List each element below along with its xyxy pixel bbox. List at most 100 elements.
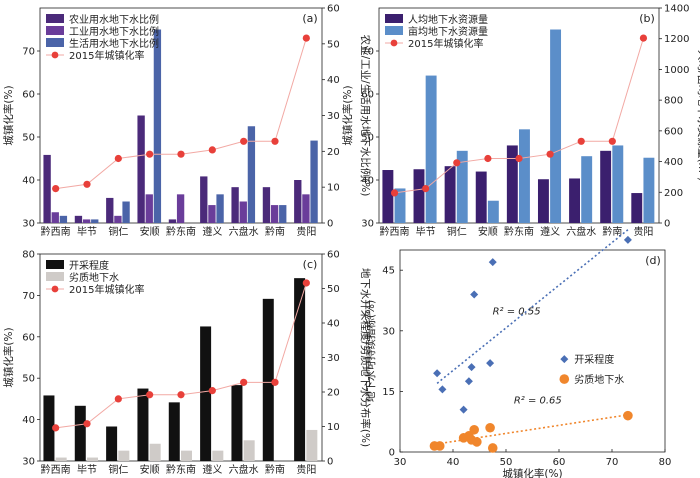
x-tick-label: 70 (606, 457, 619, 468)
y2-tick-label: 60 (327, 250, 340, 261)
x-tick-label: 30 (394, 457, 407, 468)
y-tick-label: 30 (382, 326, 395, 337)
bar (537, 179, 549, 223)
bar (74, 405, 86, 461)
x-category-label: 黔西南 (41, 463, 71, 476)
panel-0: 30 40 50 60 70 0 10 20 30 40 50 60 城镇化率(%) 农业/工业/生活用水… (2, 4, 372, 239)
bar (643, 157, 655, 223)
bar (444, 166, 456, 223)
bar (294, 278, 306, 461)
legend-swatch (385, 14, 403, 23)
scatter-point (467, 363, 476, 372)
y-axis-label: 地下水可持续指标(%) (364, 300, 377, 402)
scatter-point (469, 424, 480, 435)
bar (413, 169, 425, 223)
bar (425, 75, 437, 223)
legend-swatch (559, 374, 570, 384)
bar (262, 298, 274, 461)
urbanization-point (515, 154, 523, 163)
scatter-point (623, 235, 632, 244)
bar (118, 450, 130, 461)
x-category-label: 黔东南 (166, 463, 196, 476)
urbanization-point (453, 159, 461, 167)
x-category-label: 六盘水 (566, 225, 596, 238)
bar (279, 205, 287, 223)
x-category-label: 安顺 (140, 225, 160, 238)
bar (55, 457, 67, 461)
urbanization-point (484, 154, 492, 163)
x-category-label: 毕节 (416, 225, 436, 238)
y-axis-label: 城镇化率(%) (2, 327, 15, 387)
x-category-label: 六盘水 (229, 225, 259, 238)
urbanization-point (177, 150, 185, 158)
y-tick-label: 70 (22, 291, 35, 302)
bar (475, 171, 487, 223)
panel-label: (d) (645, 254, 661, 267)
x-category-label: 贵阳 (296, 463, 316, 476)
urbanization-point (208, 146, 216, 154)
y-tick-label: 60 (22, 332, 35, 343)
bar (247, 126, 256, 223)
x-category-label: 铜仁 (108, 226, 128, 238)
bar (149, 443, 161, 461)
legend-label: 2015年城镇化率 (408, 37, 483, 50)
legend-swatch (46, 260, 64, 269)
trend-line (436, 229, 629, 384)
y-tick-label: 30 (22, 457, 35, 468)
urbanization-point (546, 150, 554, 158)
urbanization-point (177, 391, 185, 399)
scatter-point (487, 443, 498, 453)
bar (168, 402, 180, 461)
scatter-point (472, 437, 482, 447)
y2-tick-label: 60 (327, 4, 340, 15)
legend-label: 劣质地下水 (69, 271, 119, 284)
bar (176, 194, 185, 223)
bar (114, 215, 122, 223)
urbanization-point (302, 34, 310, 42)
bar (631, 193, 643, 223)
bar (216, 194, 224, 223)
y2-tick-label: 200 (664, 188, 683, 199)
urbanization-point (577, 137, 585, 145)
bar (310, 140, 318, 223)
bar (487, 200, 499, 223)
scatter-point (459, 405, 468, 414)
y-tick-label: 60 (361, 90, 374, 101)
legend-label: 亩均地下水资源量 (408, 25, 488, 38)
x-tick-label: 50 (500, 457, 513, 468)
bar (106, 426, 118, 461)
y-tick-label: 15 (382, 387, 395, 398)
y2-tick-label: 0 (664, 219, 670, 230)
y2-tick-label: 20 (327, 388, 340, 399)
y2-tick-label: 40 (327, 75, 340, 86)
bar (82, 219, 91, 223)
legend-swatch (46, 14, 64, 23)
bar (43, 154, 51, 223)
y2-tick-label: 0 (327, 219, 333, 230)
x-category-label: 安顺 (478, 225, 498, 238)
bar (200, 326, 212, 461)
urbanization-point (608, 137, 616, 145)
legend-label: 生活用水地下水比例 (69, 37, 159, 50)
x-category-label: 遵义 (540, 225, 560, 238)
y-tick-label: 80 (22, 250, 35, 261)
x-category-label: 安顺 (140, 463, 160, 476)
bar (87, 457, 98, 461)
scatter-point (623, 410, 633, 421)
scatter-point (488, 258, 497, 267)
bar (270, 205, 279, 223)
bar (122, 201, 130, 223)
bar (51, 212, 59, 223)
legend-swatch (560, 355, 569, 364)
y-axis-label: 城镇化率(%) (341, 85, 354, 145)
bar (168, 219, 177, 223)
x-category-label: 黔西南 (380, 225, 410, 238)
legend-point-swatch (51, 51, 59, 59)
x-category-label: 毕节 (77, 225, 97, 238)
scatter-point (438, 385, 447, 394)
r-squared-label: R² = 0.55 (493, 307, 541, 318)
y2-tick-label: 50 (327, 284, 340, 295)
x-tick-label: 80 (659, 457, 672, 468)
y-tick-label: 60 (22, 90, 35, 101)
y-tick-label: 50 (22, 374, 35, 385)
